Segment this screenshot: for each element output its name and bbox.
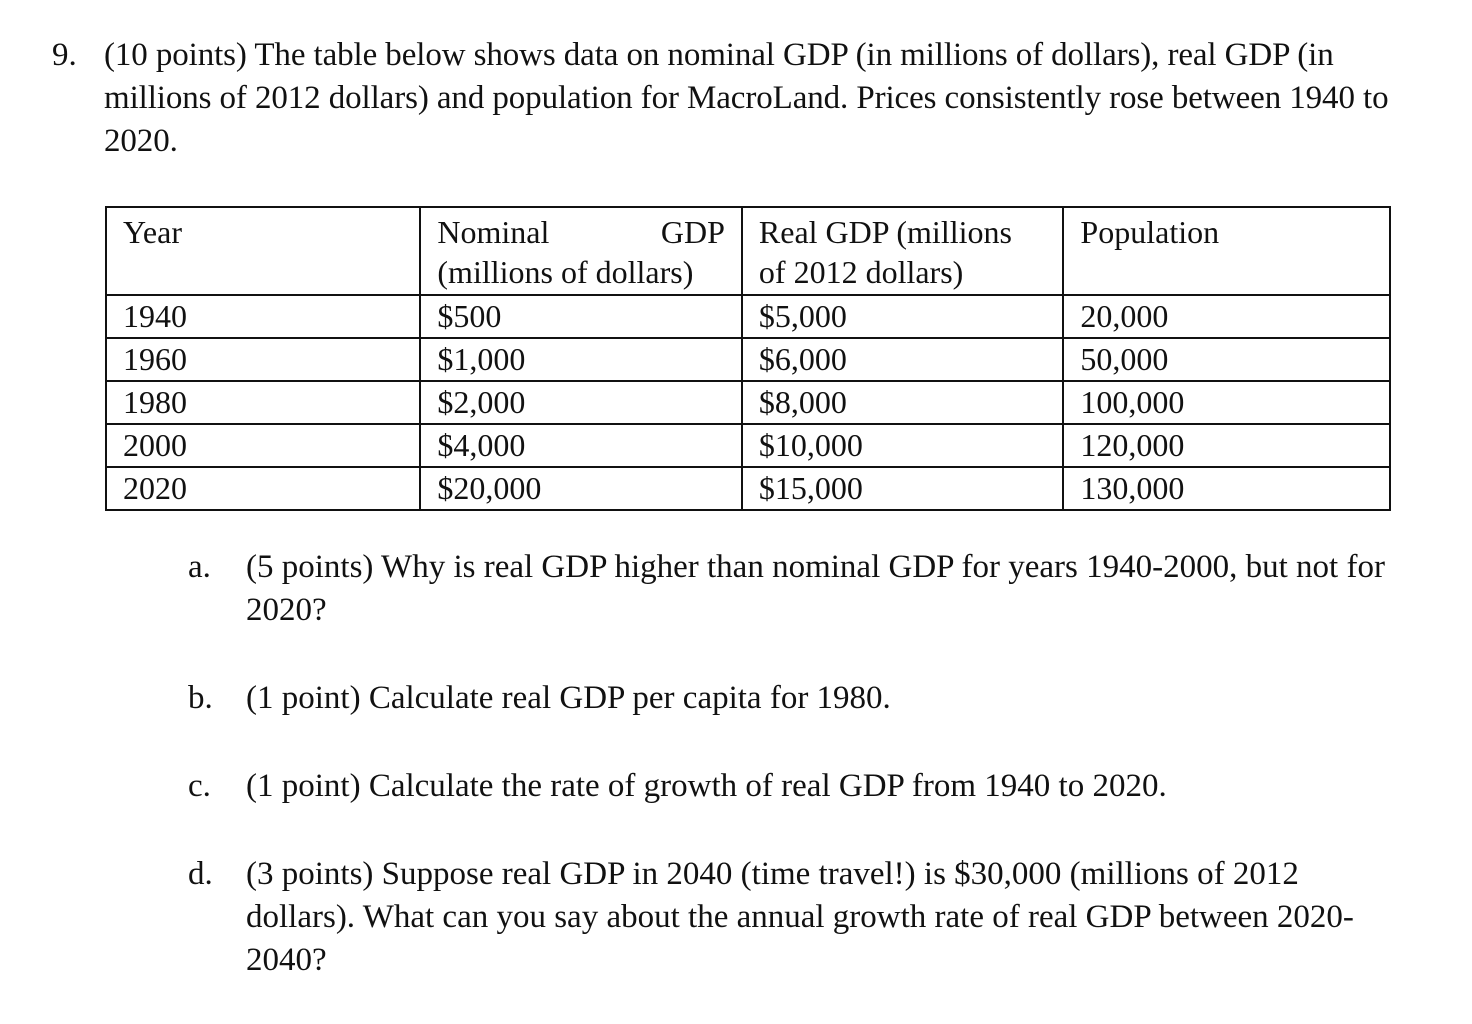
question-prompt: (10 points) The table below shows data o… (104, 37, 1389, 159)
subpart-text: (3 points) Suppose real GDP in 2040 (tim… (246, 856, 1354, 978)
cell-population: 130,000 (1062, 466, 1391, 511)
cell-nominal-gdp: $2,000 (419, 380, 743, 425)
cell-nominal-gdp: $4,000 (419, 423, 743, 468)
table-row: 2000 $4,000 $10,000 120,000 (104, 423, 1391, 468)
cell-population: 50,000 (1062, 337, 1391, 382)
cell-real-gdp: $8,000 (740, 380, 1065, 425)
table-row: 1960 $1,000 $6,000 50,000 (104, 337, 1391, 382)
question-number: 9. (52, 37, 77, 73)
subpart-b: b. (1 point) Calculate real GDP per capi… (188, 677, 1398, 720)
subpart-text: (1 point) Calculate the rate of growth o… (246, 768, 1167, 804)
question-9: 9. (10 points) The table below shows dat… (52, 34, 1402, 163)
cell-nominal-gdp: $500 (419, 294, 743, 339)
table-row: 1940 $500 $5,000 20,000 (104, 294, 1391, 339)
cell-real-gdp: $10,000 (740, 423, 1065, 468)
table-row: 2020 $20,000 $15,000 130,000 (104, 466, 1391, 511)
gdp-data-table: Year Nominal GDP (millions of dollars) R… (104, 206, 1391, 511)
subpart-text: (5 points) Why is real GDP higher than n… (246, 549, 1385, 628)
header-population: Population (1062, 206, 1391, 296)
subpart-letter: a. (188, 549, 211, 585)
cell-year: 2000 (104, 423, 422, 468)
cell-population: 100,000 (1062, 380, 1391, 425)
cell-year: 1940 (104, 294, 422, 339)
subpart-letter: d. (188, 856, 213, 892)
subpart-letter: b. (188, 680, 213, 716)
table-header-row: Year Nominal GDP (millions of dollars) R… (104, 206, 1391, 296)
cell-population: 20,000 (1062, 294, 1391, 339)
subpart-d: d. (3 points) Suppose real GDP in 2040 (… (188, 853, 1398, 982)
cell-year: 1980 (104, 380, 422, 425)
cell-nominal-gdp: $20,000 (419, 466, 743, 511)
cell-year: 1960 (104, 337, 422, 382)
cell-real-gdp: $6,000 (740, 337, 1065, 382)
subpart-c: c. (1 point) Calculate the rate of growt… (188, 765, 1398, 808)
cell-real-gdp: $5,000 (740, 294, 1065, 339)
cell-real-gdp: $15,000 (740, 466, 1065, 511)
header-nominal-gdp: Nominal GDP (millions of dollars) (419, 206, 743, 296)
header-real-gdp: Real GDP (millions of 2012 dollars) (740, 206, 1065, 296)
header-year: Year (104, 206, 422, 296)
cell-population: 120,000 (1062, 423, 1391, 468)
table-row: 1980 $2,000 $8,000 100,000 (104, 380, 1391, 425)
cell-nominal-gdp: $1,000 (419, 337, 743, 382)
subpart-list: a. (5 points) Why is real GDP higher tha… (188, 546, 1398, 982)
subpart-text: (1 point) Calculate real GDP per capita … (246, 680, 891, 716)
subpart-a: a. (5 points) Why is real GDP higher tha… (188, 546, 1398, 632)
subpart-letter: c. (188, 768, 211, 804)
cell-year: 2020 (104, 466, 422, 511)
